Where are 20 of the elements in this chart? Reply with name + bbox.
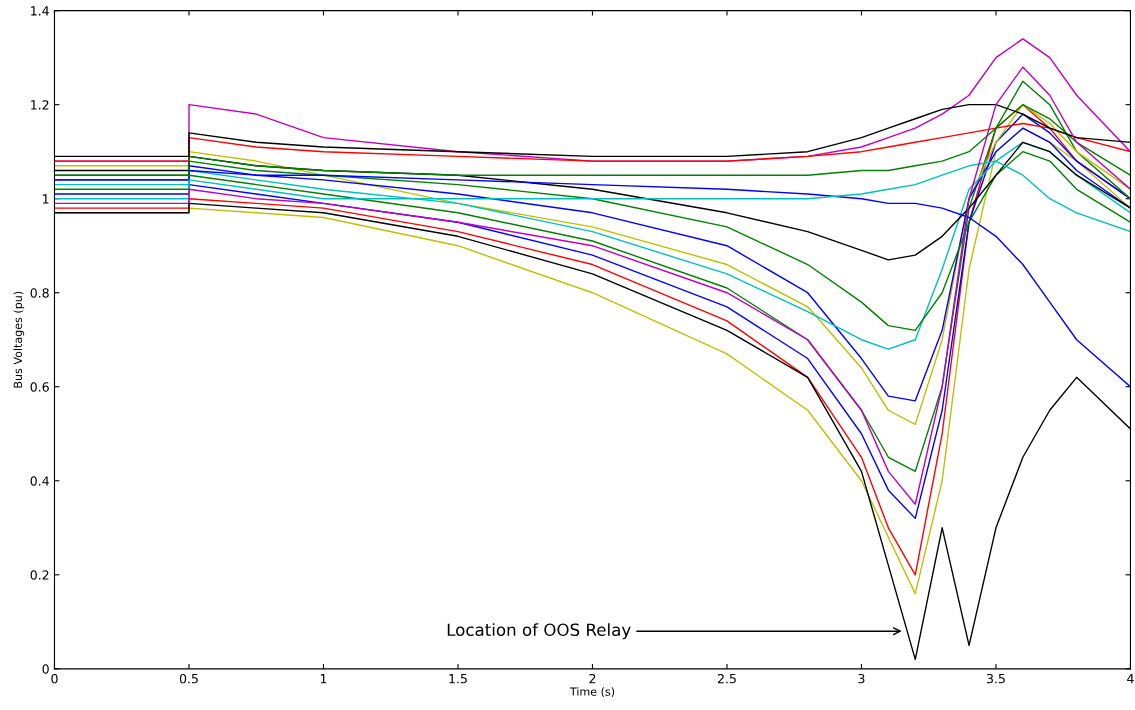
x-tick-label: 4: [1127, 674, 1134, 684]
y-tick-label: 0.2: [30, 570, 49, 580]
x-tick-label: 3.5: [986, 673, 1005, 684]
y-tick-label: 0.6: [30, 382, 49, 392]
x-tick-label: 2: [589, 673, 596, 684]
x-axis-title: Time (s): [569, 687, 615, 698]
y-axis-title: Bus Voltages (pu): [13, 291, 25, 388]
y-tick-label: 1: [43, 194, 49, 204]
x-tick-label: 3: [858, 673, 865, 684]
x-tick-label: 1.5: [449, 674, 467, 684]
y-tick-label: 0: [42, 664, 49, 674]
y-tick-label: 0.4: [30, 476, 49, 486]
x-tick-label: 1: [320, 674, 327, 684]
x-tick-label: 0: [51, 673, 58, 684]
x-tick-label: 2.5: [717, 673, 736, 684]
x-tick-label: 0.5: [179, 673, 198, 684]
annotation: Location of OOS Relay: [447, 623, 631, 640]
y-tick-label: 0.8: [30, 288, 49, 298]
y-tick-label: 1.4: [31, 6, 49, 16]
y-tick-label: 1.2: [31, 100, 49, 110]
